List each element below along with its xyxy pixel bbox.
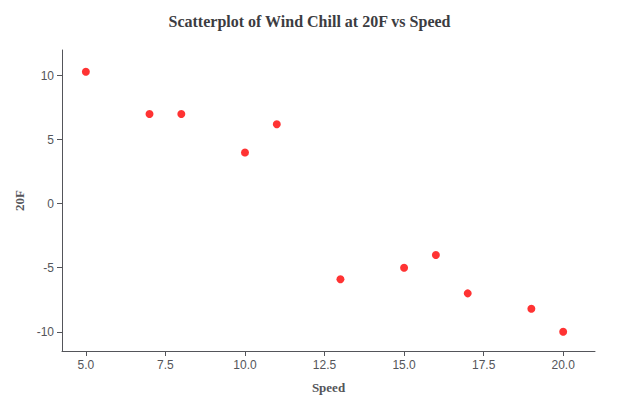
svg-text:10.0: 10.0 [233, 358, 257, 372]
svg-text:7.5: 7.5 [157, 358, 174, 372]
svg-text:Scatterplot of Wind Chill at 2: Scatterplot of Wind Chill at 20F vs Spee… [169, 13, 451, 31]
svg-text:5: 5 [47, 133, 54, 147]
svg-text:Speed: Speed [312, 380, 346, 395]
svg-text:12.5: 12.5 [313, 358, 337, 372]
svg-text:17.5: 17.5 [472, 358, 496, 372]
svg-text:-10: -10 [37, 325, 55, 339]
svg-text:20F: 20F [12, 190, 27, 211]
svg-text:10: 10 [41, 69, 55, 83]
svg-text:-5: -5 [43, 261, 54, 275]
svg-text:20.0: 20.0 [551, 358, 575, 372]
svg-text:5.0: 5.0 [78, 358, 95, 372]
svg-text:0: 0 [47, 197, 54, 211]
svg-text:15.0: 15.0 [392, 358, 416, 372]
